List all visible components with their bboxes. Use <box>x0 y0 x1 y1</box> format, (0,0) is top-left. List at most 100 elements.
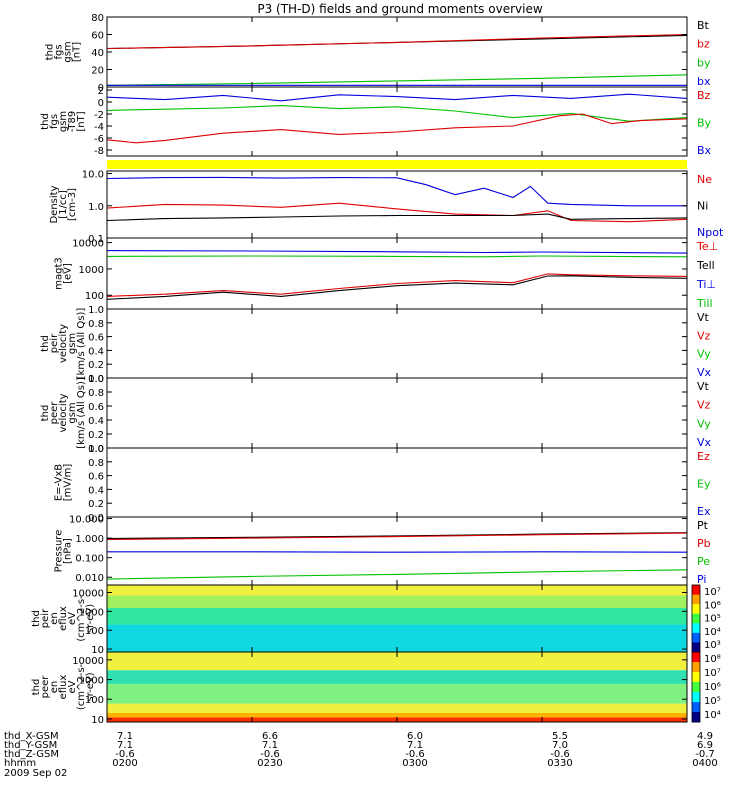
date-label: 2009 Sep 02 <box>4 768 67 779</box>
panel-frame <box>106 377 688 449</box>
y-axis-label: en <box>49 681 60 694</box>
y-axis-label: Density <box>49 185 60 223</box>
y-tick-label: 10.0 <box>82 170 104 181</box>
legend-entry: Ex <box>697 505 711 518</box>
y-tick-label: 1.000 <box>75 534 104 545</box>
time-tick-hhmm: 0230 <box>257 758 282 769</box>
y-axis-label: peer <box>49 401 60 425</box>
row-label-x-gsm: thd_X-GSM <box>4 731 59 742</box>
colorbar-segment <box>692 632 700 643</box>
y-axis-label: thd <box>31 610 42 627</box>
y-axis-label: gsm <box>58 111 69 132</box>
y-axis-label: (cm^2-s- <box>76 595 87 642</box>
y-tick-label: 1.0 <box>88 444 104 455</box>
y-tick-label: 10000 <box>72 589 104 600</box>
y-tick-label: 0.8 <box>88 388 104 399</box>
legend-entry: Vt <box>697 380 710 393</box>
y-tick-label: 0.6 <box>88 402 104 413</box>
y-axis-label: thd <box>31 679 42 696</box>
y-axis-label: fgs <box>49 114 60 129</box>
y-tick-label: 10000 <box>72 656 104 667</box>
y-tick-label: 1000 <box>79 265 104 276</box>
series-line-Pb <box>106 532 688 541</box>
series-line-Ni <box>106 213 688 222</box>
time-tick-y: 7.1 <box>407 740 423 751</box>
y-tick-label: 10000 <box>72 239 104 250</box>
y-axis-label: thd <box>40 113 51 130</box>
y-axis-label: [1/cc] <box>58 190 69 219</box>
legend-entry: Vy <box>697 417 711 430</box>
series-line-bz <box>106 33 688 50</box>
y-tick-label: 10 <box>91 645 104 656</box>
colorbar-segment <box>692 682 700 693</box>
legend-entry: Pe <box>697 555 710 568</box>
y-tick-label: -2 <box>94 110 104 121</box>
y-axis-label: magt3 <box>54 257 65 290</box>
panel-panel_peer_velocity: 1.0 0.8 0.6 0.4 0.2 0.0 thdpeervelocitygsm[km/… <box>40 374 712 455</box>
figure-title: P3 (TH-D) fields and ground moments over… <box>257 2 542 16</box>
time-tick-hhmm: 0300 <box>402 758 427 769</box>
y-tick-label: 10.000 <box>69 515 104 526</box>
colorbar-tick-label: 10⁵ <box>704 614 721 625</box>
legend-entry: Bx <box>697 144 712 157</box>
legend-entry: Ez <box>697 450 710 463</box>
spectrogram-band <box>107 608 687 625</box>
y-tick-label: 0 <box>98 98 104 109</box>
series-line-by <box>106 74 688 86</box>
y-axis-label: eflux <box>58 606 69 631</box>
y-tick-label: -8 <box>94 146 104 157</box>
y-tick-label: 0.4 <box>88 416 104 427</box>
legend-entry: Vz <box>697 329 711 342</box>
y-tick-label: 0.4 <box>88 346 104 357</box>
time-tick-y: 6.9 <box>697 740 713 751</box>
time-tick-y: 7.1 <box>117 740 133 751</box>
colorbar-segment <box>692 712 700 723</box>
legend-entry: Npot <box>697 226 724 239</box>
colorbar-tick-label: 10³ <box>704 640 721 651</box>
y-tick-label: 100 <box>85 695 104 706</box>
y-axis-label: peir <box>49 333 60 353</box>
y-axis-label: (cm^2-s- <box>76 663 87 710</box>
time-tick-hhmm: 0400 <box>692 758 717 769</box>
row-label-hhmm: hhmm <box>4 758 36 769</box>
legend-entry: Pi <box>697 573 706 586</box>
row-label-z-gsm: thd_Z-GSM <box>4 749 59 760</box>
panel-panel_peer_spectrogram: 10⁸ 10⁷ 10⁶ 10⁵ 10⁴ 10000 1000 100 10 thdpeerenef… <box>31 651 721 726</box>
y-tick-label: 0.0 <box>88 374 104 385</box>
y-tick-label: 2 <box>98 86 104 97</box>
y-axis-label: [nT] <box>72 42 83 62</box>
legend-entry: Vy <box>697 348 711 361</box>
colorbar-frame <box>691 651 701 723</box>
spectrogram-band <box>107 713 687 718</box>
time-tick-x: 4.9 <box>697 731 713 742</box>
legend-entry: Pb <box>697 537 711 550</box>
legend-entry: Bt <box>697 19 710 32</box>
legend-entry: Te⊥ <box>696 240 718 253</box>
legend-entry: Vz <box>697 399 711 412</box>
panel-panel_pressure: 10.000 1.000 0.100 0.010 Pressure[nPa] Pt Pb Pe… <box>54 515 711 586</box>
y-axis-label: [nT] <box>76 111 87 131</box>
time-tick-z: -0.6 <box>550 749 570 760</box>
series-line-Te⊥ <box>106 273 688 297</box>
colorbar-segment <box>692 672 700 683</box>
y-axis-label: peir <box>40 608 51 628</box>
time-axis-labels: thd_X-GSM thd_Y-GSM thd_Z-GSM hhmm 2009 … <box>4 731 718 779</box>
y-axis-label: -T89 <box>67 111 78 133</box>
y-tick-label: 80 <box>91 13 104 24</box>
y-tick-label: 0 <box>98 83 104 94</box>
y-axis-label: [nPa] <box>63 538 74 564</box>
legend-entry: Tell <box>696 259 715 272</box>
y-axis-label: en <box>49 612 60 625</box>
y-tick-label: 0.8 <box>88 319 104 330</box>
y-tick-label: 20 <box>91 66 104 77</box>
y-axis-label: sr-eV) <box>85 604 96 633</box>
colorbar-tick-label: 10⁴ <box>704 710 721 721</box>
y-tick-label: 0.100 <box>75 554 104 565</box>
time-tick-z: -0.6 <box>405 749 425 760</box>
y-axis-label: sr-eV) <box>85 672 96 701</box>
y-tick-label: 0.2 <box>88 360 104 371</box>
panel-frame <box>106 447 688 518</box>
series-line-By <box>106 105 688 122</box>
colorbar-segment <box>692 594 700 605</box>
